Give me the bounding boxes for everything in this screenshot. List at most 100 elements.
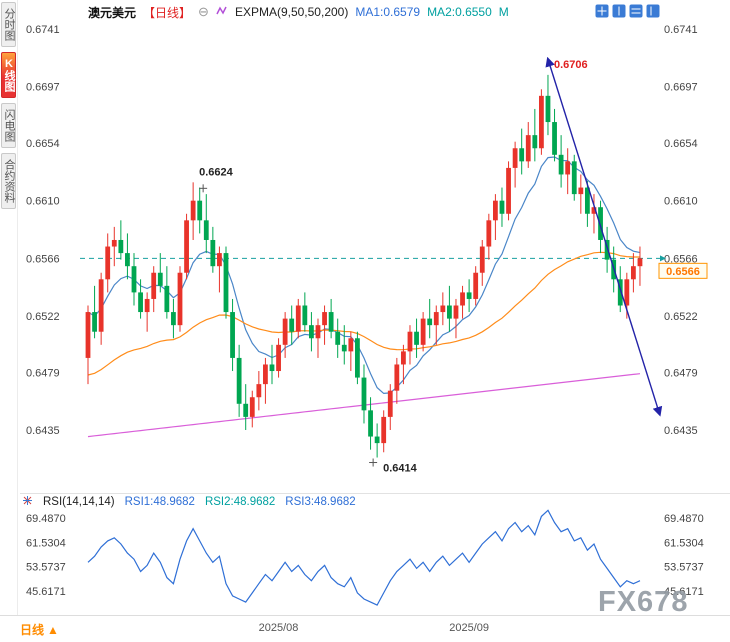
main-price-chart[interactable]: 0.6741 0.6741 0.6697 0.6697 0.6654 0.6654 0.66… bbox=[20, 22, 710, 484]
y-axis-label: 0.6741 bbox=[26, 24, 60, 36]
candle bbox=[604, 226, 610, 273]
candle bbox=[493, 194, 498, 240]
candle bbox=[138, 279, 143, 319]
sidebar-divider bbox=[17, 0, 18, 641]
candle bbox=[532, 108, 538, 162]
panel-separator bbox=[20, 493, 730, 494]
candle bbox=[256, 371, 262, 411]
candle bbox=[249, 390, 255, 428]
candle bbox=[322, 305, 327, 345]
candle bbox=[341, 325, 347, 365]
collapse-icon[interactable]: ⊖ bbox=[198, 4, 209, 19]
y-axis-label: 0.6697 bbox=[26, 82, 60, 94]
candle bbox=[295, 298, 301, 339]
candle bbox=[151, 266, 157, 313]
candle bbox=[473, 266, 479, 306]
candle bbox=[565, 148, 571, 195]
candle bbox=[197, 187, 203, 234]
candle bbox=[210, 226, 216, 273]
y-axis-label: 0.6435 bbox=[664, 425, 698, 437]
candle bbox=[111, 226, 117, 267]
price-annotation: 0.6414 bbox=[369, 458, 418, 475]
rsi-header: RSI(14,14,14) RSI1:48.9682 RSI2:48.9682 … bbox=[22, 495, 356, 509]
y-axis-label: 0.6522 bbox=[26, 311, 60, 323]
candle bbox=[387, 384, 393, 430]
rsi1-value: RSI1:48.9682 bbox=[124, 496, 195, 508]
candle bbox=[374, 423, 380, 458]
rsi2-value: RSI2:48.9682 bbox=[204, 496, 276, 508]
candle bbox=[447, 285, 452, 332]
candle bbox=[348, 331, 354, 372]
candle bbox=[131, 253, 137, 306]
candle bbox=[263, 357, 268, 404]
y-axis-label: 0.6479 bbox=[26, 367, 60, 379]
rsi-params-label[interactable]: RSI(14,14,14) bbox=[43, 496, 115, 508]
sidebar-tab-kline-chart[interactable]: K线图 bbox=[1, 52, 16, 98]
candle bbox=[440, 292, 446, 326]
y-axis-label: 0.6654 bbox=[664, 138, 698, 150]
candle bbox=[105, 233, 111, 293]
two-pane-layout-button[interactable] bbox=[612, 4, 626, 18]
ma3-value: M bbox=[498, 5, 509, 19]
svg-text:0.6414: 0.6414 bbox=[383, 463, 418, 475]
y-axis-label: 0.6697 bbox=[664, 82, 698, 94]
y-axis-label: 0.6479 bbox=[664, 367, 698, 379]
candle bbox=[335, 318, 341, 358]
rsi-axis-label: 69.4870 bbox=[26, 513, 66, 525]
candle bbox=[414, 318, 419, 358]
price-annotation: 0.6706 bbox=[554, 59, 588, 71]
rsi-axis-label: 61.5304 bbox=[26, 537, 66, 549]
overlay-line bbox=[87, 509, 641, 606]
sidebar-tab-lightning-chart[interactable]: 闪电图 bbox=[1, 103, 16, 148]
candle bbox=[401, 344, 406, 385]
sidebar: 分时图 K线图 闪电图 合约资料 bbox=[1, 2, 17, 209]
watermark: FX678 bbox=[598, 586, 689, 618]
candle bbox=[171, 298, 176, 339]
candle bbox=[486, 213, 492, 260]
candle bbox=[328, 298, 334, 339]
candle bbox=[85, 305, 91, 385]
candle bbox=[538, 89, 544, 155]
candle bbox=[368, 397, 373, 450]
candle bbox=[630, 253, 636, 293]
stacked-rows-layout-button[interactable] bbox=[629, 4, 643, 18]
period-tag: 【日线】 bbox=[143, 5, 192, 20]
overlay-line bbox=[87, 156, 641, 395]
candle bbox=[223, 246, 229, 319]
candle bbox=[282, 312, 288, 358]
candle bbox=[460, 285, 465, 319]
candle bbox=[302, 292, 308, 332]
candle bbox=[420, 312, 426, 352]
candle bbox=[519, 128, 525, 175]
candle bbox=[381, 410, 387, 453]
y-axis-label: 0.6654 bbox=[26, 138, 60, 150]
rsi-axis-label: 69.4870 bbox=[664, 513, 704, 525]
candle bbox=[552, 108, 557, 162]
y-axis-label: 0.6566 bbox=[26, 253, 60, 265]
candle bbox=[558, 135, 564, 188]
candle bbox=[236, 344, 242, 417]
current-price-tag: 0.6566 bbox=[658, 262, 708, 279]
candle bbox=[453, 298, 459, 339]
trendline[interactable] bbox=[545, 56, 663, 417]
candle bbox=[269, 344, 275, 385]
overlay-line bbox=[87, 251, 640, 376]
candle bbox=[525, 122, 531, 168]
sidebar-tab-time-chart[interactable]: 分时图 bbox=[1, 2, 16, 47]
rsi-axis-label: 53.5737 bbox=[664, 562, 704, 574]
rsi-chart[interactable]: 69.4870 69.4870 61.5304 61.5304 53.5737 53.57… bbox=[20, 506, 710, 612]
rsi-axis-label: 45.6171 bbox=[26, 586, 66, 598]
sidebar-pane-layout-button[interactable] bbox=[646, 4, 660, 18]
y-axis-label: 0.6522 bbox=[664, 311, 698, 323]
candle bbox=[203, 194, 209, 254]
sidebar-tab-contract-info[interactable]: 合约资料 bbox=[1, 153, 16, 209]
period-selector[interactable]: 日线 ▲ bbox=[20, 622, 59, 638]
rsi3-value: RSI3:48.9682 bbox=[285, 496, 356, 508]
bottom-bar: 日线 ▲ 2025/08 2025/09 bbox=[0, 615, 730, 642]
x-axis-label: 2025/08 bbox=[258, 622, 299, 634]
indicator-label[interactable]: EXPMA(9,50,50,200) bbox=[234, 5, 349, 19]
candle bbox=[499, 187, 505, 227]
candle bbox=[276, 338, 281, 378]
grid-layout-button[interactable] bbox=[595, 4, 609, 18]
chart-header: 澳元美元 【日线】 ⊖ EXPMA(9,50,50,200) MA1:0.657… bbox=[88, 4, 509, 20]
